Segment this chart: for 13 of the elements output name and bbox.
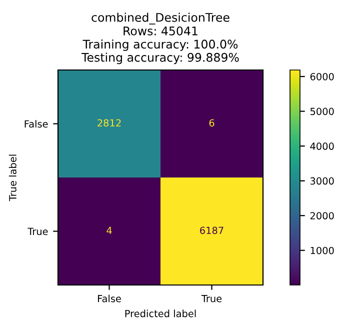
- data-label: 6: [209, 119, 214, 127]
- data-label: 4: [106, 226, 112, 234]
- data-label: 6187: [200, 226, 224, 234]
- data-label: 2812: [98, 119, 121, 127]
- x-axis-title: Predicted label: [125, 310, 196, 318]
- chart-title: combined_DesicionTree Rows: 45041 Training accuracy: 100.0% Testing accuracy: 99.889%: [82, 12, 239, 64]
- color-bar-label: 5000: [310, 108, 334, 116]
- color-bar-label: 3000: [310, 177, 334, 185]
- color-bar-label: 6000: [310, 72, 334, 80]
- y-axis-title: True label: [8, 154, 16, 202]
- color-bar-label: 1000: [310, 246, 334, 254]
- color-bar-label: 4000: [310, 142, 334, 150]
- color-bar-label: 2000: [310, 212, 334, 220]
